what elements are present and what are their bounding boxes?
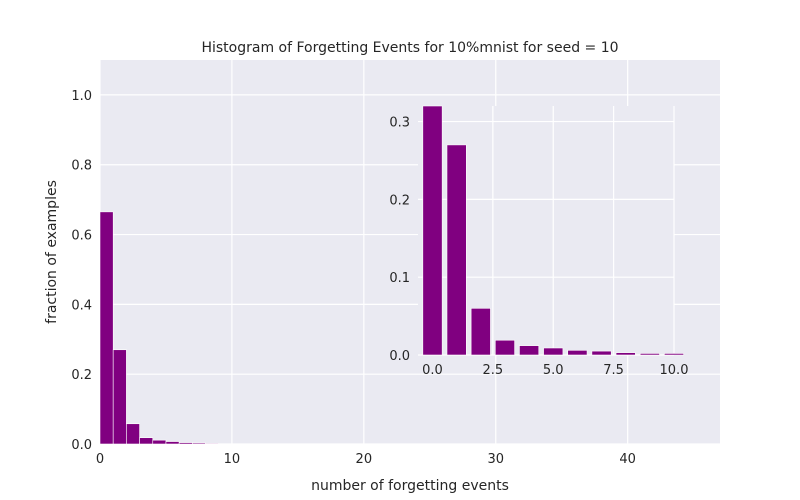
x-axis-label: number of forgetting events — [311, 478, 509, 494]
inset-chart: 0.0 2.5 5.0 7.5 10.0 0.0 0.1 0.2 0.3 — [389, 105, 688, 378]
inset-x-tick-label: 0.0 — [422, 363, 443, 378]
inset-x-tick-label: 10.0 — [660, 363, 689, 378]
main-bar — [205, 443, 220, 445]
inset-bar — [543, 347, 564, 356]
main-bar — [126, 423, 140, 445]
inset-y-tick-label: 0.1 — [389, 271, 410, 286]
main-x-tick-label: 40 — [619, 452, 636, 467]
inset-x-tick-label: 7.5 — [603, 363, 624, 378]
inset-x-tick-label: 5.0 — [543, 363, 564, 378]
main-bar — [139, 437, 154, 445]
inset-x-tick-label: 2.5 — [483, 363, 504, 378]
inset-bar — [591, 350, 612, 356]
main-bar — [192, 442, 206, 445]
inset-bar — [519, 345, 540, 356]
main-y-tick-label: 0.6 — [71, 229, 92, 244]
y-axis-label: fraction of examples — [44, 180, 60, 324]
main-bars — [99, 211, 220, 445]
main-y-tick-label: 0.0 — [71, 438, 92, 453]
chart-title: Histogram of Forgetting Events for 10%mn… — [201, 40, 618, 56]
main-bar — [152, 439, 167, 445]
main-y-tick-label: 0.8 — [71, 159, 92, 174]
main-bar — [165, 441, 180, 445]
inset-bar — [470, 308, 491, 356]
main-x-tick-label: 10 — [224, 452, 241, 467]
inset-y-tick-label: 0.0 — [389, 349, 410, 364]
inset-bar — [567, 350, 588, 356]
inset-bar — [615, 352, 636, 356]
inset-x-tick-labels: 0.0 2.5 5.0 7.5 10.0 — [422, 363, 688, 378]
inset-y-tick-labels: 0.0 0.1 0.2 0.3 — [389, 116, 410, 364]
inset-bar — [664, 353, 684, 356]
main-x-tick-label: 30 — [487, 452, 504, 467]
main-x-tick-label: 0 — [96, 452, 104, 467]
main-y-tick-label: 0.4 — [71, 298, 92, 313]
inset-bar — [639, 353, 660, 356]
main-y-tick-labels: 0.0 0.2 0.4 0.6 0.8 1.0 — [71, 89, 92, 453]
main-y-tick-label: 1.0 — [71, 89, 92, 104]
inset-y-tick-label: 0.3 — [389, 116, 410, 131]
inset-bars — [422, 105, 684, 356]
main-y-tick-label: 0.2 — [71, 368, 92, 383]
main-bar — [178, 442, 193, 445]
main-x-tick-label: 20 — [356, 452, 373, 467]
main-x-tick-labels: 0 10 20 30 40 — [96, 452, 636, 467]
inset-bar — [494, 339, 515, 356]
main-bar — [112, 349, 127, 445]
inset-y-tick-label: 0.2 — [389, 193, 410, 208]
inset-bar — [422, 105, 443, 356]
main-bar — [99, 211, 114, 445]
inset-bar — [446, 144, 467, 356]
